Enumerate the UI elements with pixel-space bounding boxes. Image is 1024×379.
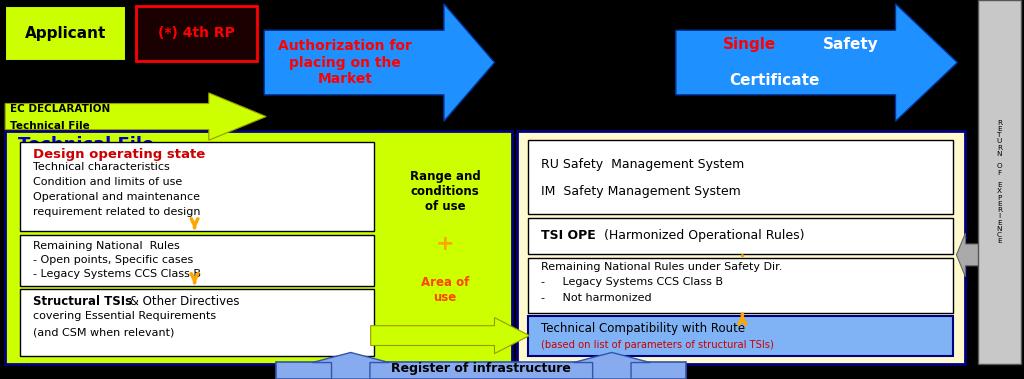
FancyBboxPatch shape	[517, 131, 965, 364]
FancyBboxPatch shape	[136, 6, 257, 61]
FancyBboxPatch shape	[276, 362, 686, 379]
Text: Technical Compatibility with Route: Technical Compatibility with Route	[541, 322, 744, 335]
Text: requirement related to design: requirement related to design	[33, 207, 201, 217]
Text: Applicant: Applicant	[25, 26, 106, 41]
Text: Certificate: Certificate	[729, 73, 819, 88]
Text: Authorization for
placing on the
Market: Authorization for placing on the Market	[278, 39, 412, 86]
Text: -     Not harmonized: - Not harmonized	[541, 293, 651, 302]
Text: Technical File: Technical File	[18, 136, 155, 154]
FancyBboxPatch shape	[528, 258, 953, 313]
FancyBboxPatch shape	[528, 218, 953, 254]
FancyBboxPatch shape	[20, 142, 374, 231]
Text: R
E
T
U
R
N
 
O
F
 
E
X
P
E
R
I
E
N
C
E: R E T U R N O F E X P E R I E N C E	[996, 119, 1002, 244]
Text: Technical File: Technical File	[10, 121, 90, 131]
Text: RU Safety  Management System: RU Safety Management System	[541, 158, 743, 171]
Text: Safety: Safety	[823, 38, 879, 52]
Text: Remaining National Rules under Safety Dir.: Remaining National Rules under Safety Di…	[541, 262, 782, 272]
Text: +: +	[435, 234, 455, 254]
Text: Single: Single	[722, 38, 776, 52]
Text: Condition and limits of use: Condition and limits of use	[33, 177, 182, 187]
Text: - Legacy Systems CCS Class B: - Legacy Systems CCS Class B	[33, 269, 201, 279]
Text: Operational and maintenance: Operational and maintenance	[33, 192, 200, 202]
FancyBboxPatch shape	[978, 0, 1021, 364]
Text: (*) 4th RP: (*) 4th RP	[158, 26, 236, 40]
Text: -     Legacy Systems CCS Class B: - Legacy Systems CCS Class B	[541, 277, 723, 287]
Text: Remaining National  Rules: Remaining National Rules	[33, 241, 179, 251]
Text: Range and
conditions
of use: Range and conditions of use	[410, 170, 480, 213]
Text: TSI OPE: TSI OPE	[541, 229, 595, 243]
Text: Structural TSIs: Structural TSIs	[33, 295, 132, 308]
FancyBboxPatch shape	[20, 289, 374, 356]
Polygon shape	[676, 4, 957, 121]
Polygon shape	[312, 352, 389, 379]
Text: Register of infrastructure: Register of infrastructure	[391, 362, 571, 375]
Polygon shape	[956, 233, 979, 277]
Text: covering Essential Requirements: covering Essential Requirements	[33, 312, 216, 321]
Text: - Open points, Specific cases: - Open points, Specific cases	[33, 255, 193, 265]
Polygon shape	[573, 352, 650, 379]
FancyBboxPatch shape	[5, 131, 512, 364]
Text: Design operating state: Design operating state	[33, 148, 205, 161]
FancyBboxPatch shape	[5, 6, 126, 61]
FancyBboxPatch shape	[20, 235, 374, 286]
Text: Technical characteristics: Technical characteristics	[33, 162, 170, 172]
Text: & Other Directives: & Other Directives	[126, 295, 240, 308]
Text: EC DECLARATION: EC DECLARATION	[10, 105, 111, 114]
Text: IM  Safety Management System: IM Safety Management System	[541, 185, 740, 199]
Text: (based on list of parameters of structural TSIs): (based on list of parameters of structur…	[541, 340, 773, 350]
Text: (Harmonized Operational Rules): (Harmonized Operational Rules)	[600, 229, 805, 243]
Polygon shape	[371, 318, 529, 354]
FancyBboxPatch shape	[528, 140, 953, 214]
Polygon shape	[264, 4, 495, 121]
Text: (and CSM when relevant): (and CSM when relevant)	[33, 327, 174, 337]
FancyBboxPatch shape	[528, 316, 953, 356]
Text: Area of
use: Area of use	[421, 276, 469, 304]
FancyBboxPatch shape	[381, 136, 509, 347]
Polygon shape	[5, 93, 266, 140]
